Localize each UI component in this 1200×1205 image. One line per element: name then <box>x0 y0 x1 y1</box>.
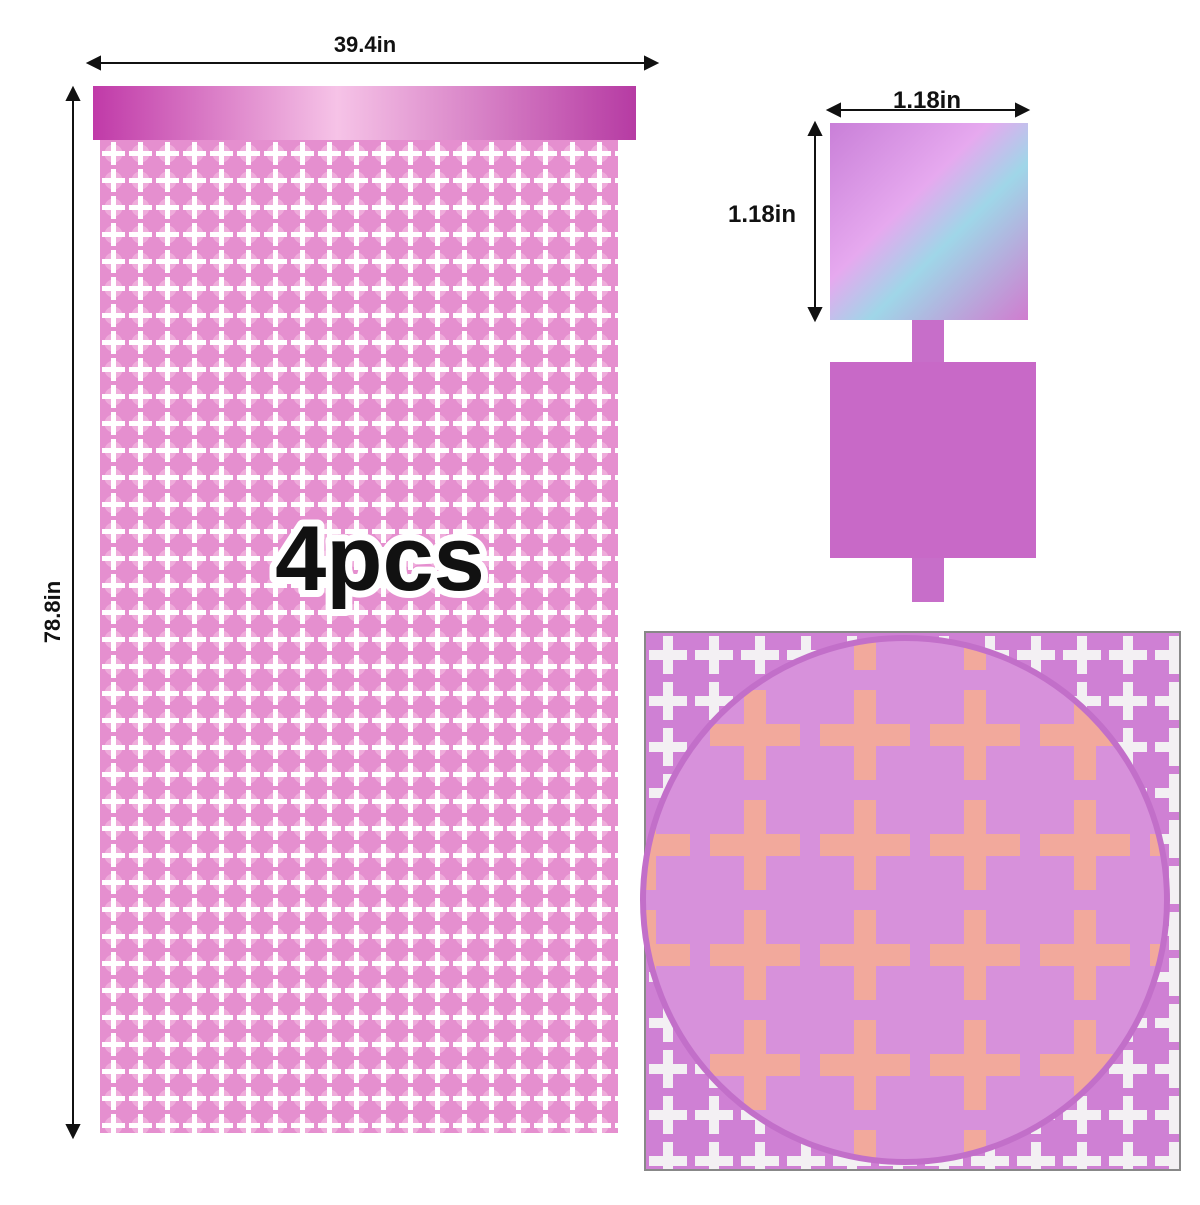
quantity-label: 4pcs <box>275 508 485 610</box>
square-piece <box>830 123 1028 320</box>
connector <box>912 558 944 602</box>
magnified-detail <box>640 635 1170 1165</box>
width-label: 39.4in <box>334 32 396 57</box>
square-height-label: 1.18in <box>728 201 796 228</box>
dimension-arrows <box>65 55 1031 1140</box>
connector <box>912 320 944 362</box>
quantity-outline: 4pcs <box>275 508 485 610</box>
curtain <box>100 140 618 1133</box>
square-width-label: 1.18in <box>893 87 961 114</box>
square-piece <box>830 362 1036 558</box>
curtain-header <box>93 86 636 140</box>
height-label: 78.8in <box>40 581 65 643</box>
